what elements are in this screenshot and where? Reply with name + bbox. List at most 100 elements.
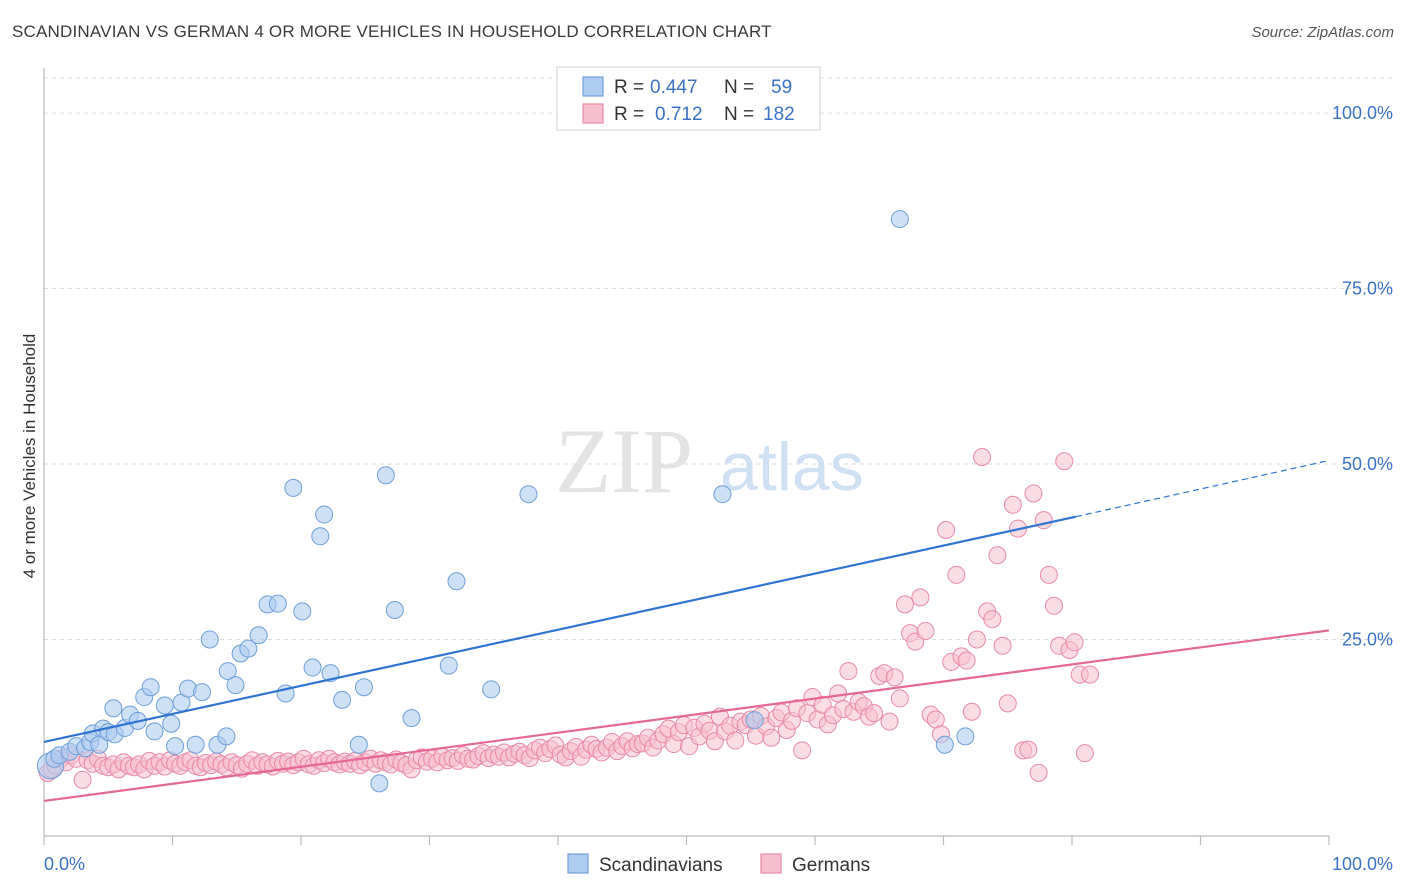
germans-point — [1045, 596, 1064, 615]
scandinavians-point — [226, 676, 245, 695]
scandinavians-point — [519, 485, 538, 504]
scandinavians-point — [370, 774, 389, 793]
legend-r-value-1: 0.447 — [650, 77, 698, 98]
germans-point — [957, 651, 976, 670]
chart-title: SCANDINAVIAN VS GERMAN 4 OR MORE VEHICLE… — [12, 22, 772, 41]
scandinavians-point — [713, 485, 732, 504]
germans-point — [890, 689, 909, 708]
scandinavians-point — [482, 680, 501, 699]
germans-point — [911, 588, 930, 607]
bottom-legend-swatch-germans — [760, 853, 782, 874]
scandinavians-trend-line — [43, 515, 1077, 744]
scandinavians-point — [293, 602, 312, 621]
germans-point — [895, 595, 914, 614]
scandinavians-point — [935, 735, 954, 754]
germans-point — [865, 704, 884, 723]
y-tick-label: 100.0% — [1332, 103, 1393, 123]
legend-r-label-1: R = — [614, 77, 644, 98]
germans-point — [1019, 740, 1038, 759]
scandinavians-point — [200, 630, 219, 649]
watermark-atlas: atlas — [720, 429, 864, 505]
y-axis-label: 4 or more Vehicles in Household — [20, 334, 39, 579]
scandinavians-point — [155, 696, 174, 715]
scandinavians-point — [239, 639, 258, 658]
watermark: ZIP atlas — [555, 410, 864, 512]
legend-n-value-1: 59 — [771, 77, 792, 98]
legend-n-label-1: N = — [724, 77, 754, 98]
scandinavians-point — [145, 722, 164, 741]
germans-point — [1029, 763, 1048, 782]
legend-swatch-germans — [582, 103, 604, 124]
scandinavians-point — [311, 527, 330, 546]
scandinavians-point — [104, 699, 123, 718]
scandinavians-point — [439, 656, 458, 675]
scandinavians-point — [354, 678, 373, 697]
germans-point — [1024, 484, 1043, 503]
germans-point — [1039, 565, 1058, 584]
germans-point — [967, 630, 986, 649]
y-tick-label: 25.0% — [1342, 629, 1393, 649]
scandinavians-point — [447, 572, 466, 591]
scandinavians-point — [956, 727, 975, 746]
scandinavians-point — [218, 662, 237, 681]
scandinavians-point — [402, 709, 421, 728]
y-tick-labels: 25.0% 50.0% 75.0% 100.0% — [1332, 103, 1393, 649]
germans-point — [726, 731, 745, 750]
germans-point — [1034, 511, 1053, 530]
germans-point — [993, 636, 1012, 655]
gridlines — [44, 77, 1393, 640]
germans-point — [880, 712, 899, 731]
germans-point — [885, 668, 904, 687]
scandinavians-point — [141, 678, 160, 697]
bottom-legend-swatch-scandinavians — [567, 853, 589, 874]
y-tick-label: 75.0% — [1342, 279, 1393, 299]
correlation-legend: R = 0.447 N = 59 R = 0.712 N = 182 — [556, 66, 821, 131]
germans-point — [916, 622, 935, 641]
scandinavians-point — [193, 683, 212, 702]
scandinavians-point — [333, 690, 352, 709]
germans-point — [947, 565, 966, 584]
germans-point — [793, 741, 812, 760]
legend-n-label-2: N = — [724, 104, 754, 125]
scandinavians-point — [186, 735, 205, 754]
germans-point — [983, 610, 1002, 629]
scandinavians-point — [284, 478, 303, 497]
trend-lines — [43, 459, 1330, 802]
scandinavians-point — [166, 737, 185, 756]
scandinavians-point — [303, 658, 322, 677]
scandinavians-point — [349, 735, 368, 754]
germans-point — [988, 546, 1007, 565]
scandinavians-point — [268, 594, 287, 613]
germans-point — [998, 694, 1017, 713]
y-tick-label: 50.0% — [1342, 454, 1393, 474]
germans-point — [1075, 744, 1094, 763]
legend-swatch-scandinavians — [582, 76, 604, 97]
x-tick-label: 100.0% — [1332, 854, 1393, 874]
scandinavians-point — [249, 626, 268, 645]
germans-trend-line — [43, 629, 1330, 802]
legend-r-label-2: R = — [614, 104, 644, 125]
source-label: Source: ZipAtlas.com — [1251, 24, 1394, 41]
scandinavians-point — [217, 727, 236, 746]
watermark-zip: ZIP — [555, 410, 693, 512]
germans-point — [973, 448, 992, 466]
scandinavians-point — [376, 466, 395, 485]
bottom-legend-germans: Germans — [792, 855, 870, 876]
germans-point — [1055, 452, 1074, 471]
scandinavians-point — [385, 601, 404, 620]
germans-point — [829, 684, 848, 703]
bottom-legend-scandinavians: Scandinavians — [599, 855, 723, 876]
axes — [43, 68, 1330, 845]
germans-point — [762, 728, 781, 747]
scandinavians-point — [890, 210, 909, 229]
series-legend: Scandinavians Germans — [567, 853, 870, 876]
x-tick-label: 0.0% — [44, 854, 85, 874]
x-tick-labels: 0.0% 100.0% — [44, 854, 1393, 874]
germans-point — [962, 702, 981, 721]
germans-point — [937, 520, 956, 539]
germans-point — [839, 662, 858, 681]
legend-n-value-2: 182 — [763, 104, 795, 125]
legend-r-value-2: 0.712 — [655, 104, 703, 125]
scandinavians-point — [315, 505, 334, 524]
scandinavians-trend-extension — [1075, 459, 1330, 518]
